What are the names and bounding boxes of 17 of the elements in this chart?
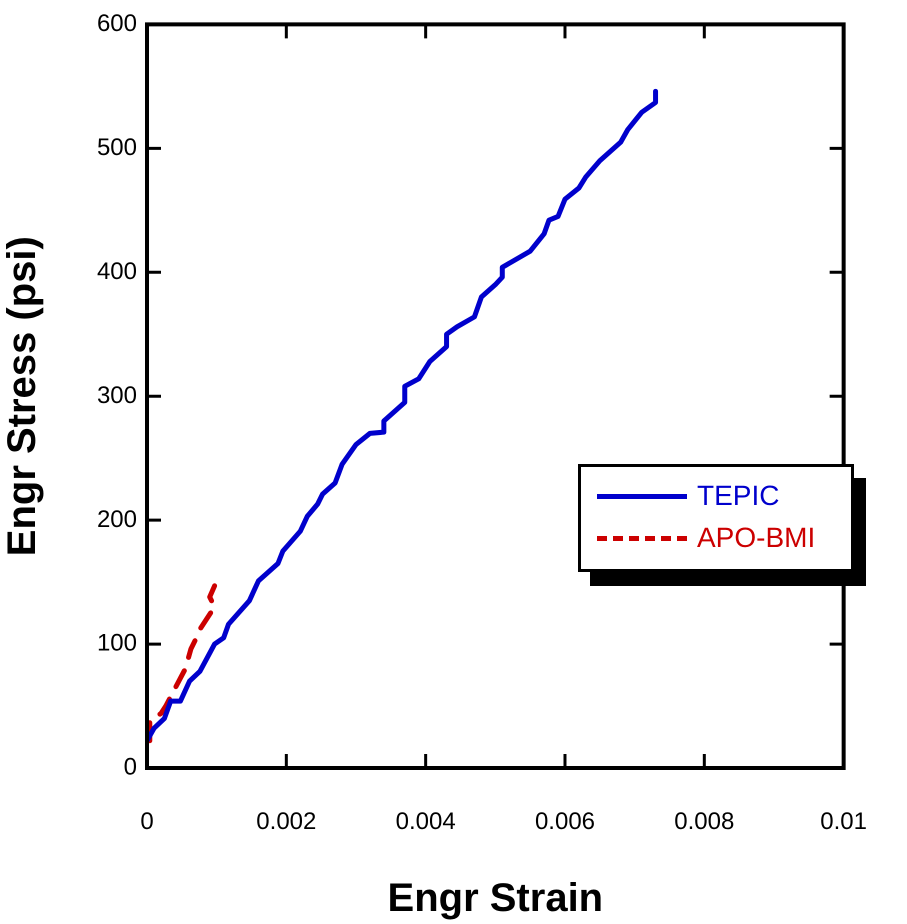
legend-label: APO-BMI: [697, 522, 816, 554]
x-tick-label: 0.008: [674, 808, 734, 836]
x-axis-title: Engr Strain: [388, 876, 604, 920]
x-tick-label: 0.01: [820, 808, 868, 836]
y-tick-label: 500: [96, 134, 137, 161]
y-tick-label: 100: [96, 630, 137, 657]
y-tick-label: 300: [96, 382, 137, 409]
x-tick-label: 0.002: [256, 808, 316, 836]
y-tick-label: 400: [96, 258, 137, 285]
y-tick-label: 200: [96, 506, 137, 533]
y-tick-label: 600: [96, 10, 137, 38]
y-axis-title: Engr Stress (psi): [0, 236, 44, 556]
x-tick-label: 0.006: [534, 808, 596, 836]
y-tick-label: 0: [124, 754, 137, 781]
legend-label: TEPIC: [697, 480, 780, 512]
x-tick-label: 0.004: [396, 808, 456, 836]
x-tick-label: 0: [140, 808, 154, 836]
